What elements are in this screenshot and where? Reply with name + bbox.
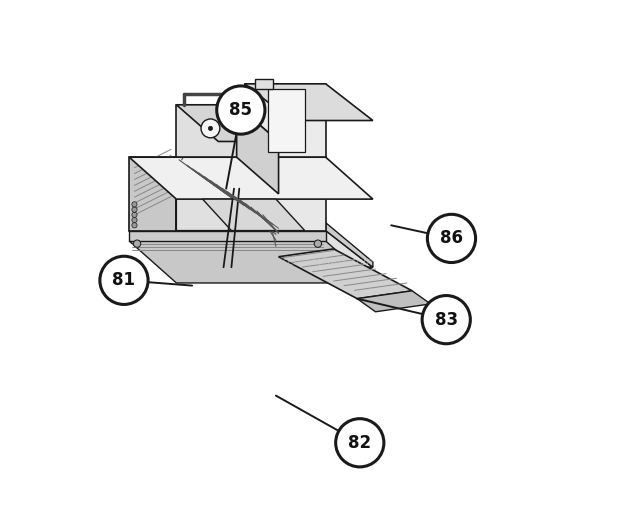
- Circle shape: [132, 212, 137, 217]
- Polygon shape: [129, 241, 373, 283]
- Circle shape: [422, 296, 471, 344]
- Text: 86: 86: [440, 230, 463, 247]
- Circle shape: [217, 86, 265, 134]
- Text: eReplacementParts.com: eReplacementParts.com: [246, 257, 374, 267]
- Circle shape: [132, 223, 137, 228]
- Polygon shape: [176, 157, 276, 231]
- Polygon shape: [326, 223, 373, 267]
- Text: 83: 83: [435, 311, 458, 329]
- Circle shape: [427, 214, 476, 263]
- Polygon shape: [176, 157, 244, 231]
- Text: 85: 85: [229, 101, 252, 119]
- Circle shape: [132, 217, 137, 223]
- Polygon shape: [129, 231, 373, 267]
- Polygon shape: [129, 231, 326, 241]
- Circle shape: [133, 240, 141, 247]
- Circle shape: [132, 202, 137, 207]
- Circle shape: [100, 256, 148, 304]
- Polygon shape: [278, 249, 412, 299]
- Polygon shape: [129, 212, 140, 231]
- Polygon shape: [203, 199, 305, 231]
- Circle shape: [201, 119, 220, 138]
- Polygon shape: [129, 157, 373, 199]
- Polygon shape: [129, 157, 176, 231]
- Polygon shape: [244, 84, 326, 157]
- Text: 82: 82: [348, 434, 371, 452]
- Polygon shape: [237, 105, 278, 194]
- Polygon shape: [357, 291, 430, 312]
- Polygon shape: [176, 105, 278, 141]
- Polygon shape: [244, 84, 373, 121]
- Circle shape: [314, 240, 322, 247]
- Polygon shape: [176, 105, 237, 157]
- Text: 81: 81: [112, 271, 136, 289]
- Polygon shape: [244, 157, 326, 231]
- Circle shape: [208, 126, 213, 130]
- Polygon shape: [255, 79, 273, 89]
- Polygon shape: [268, 89, 305, 152]
- Circle shape: [335, 419, 384, 467]
- Circle shape: [132, 207, 137, 212]
